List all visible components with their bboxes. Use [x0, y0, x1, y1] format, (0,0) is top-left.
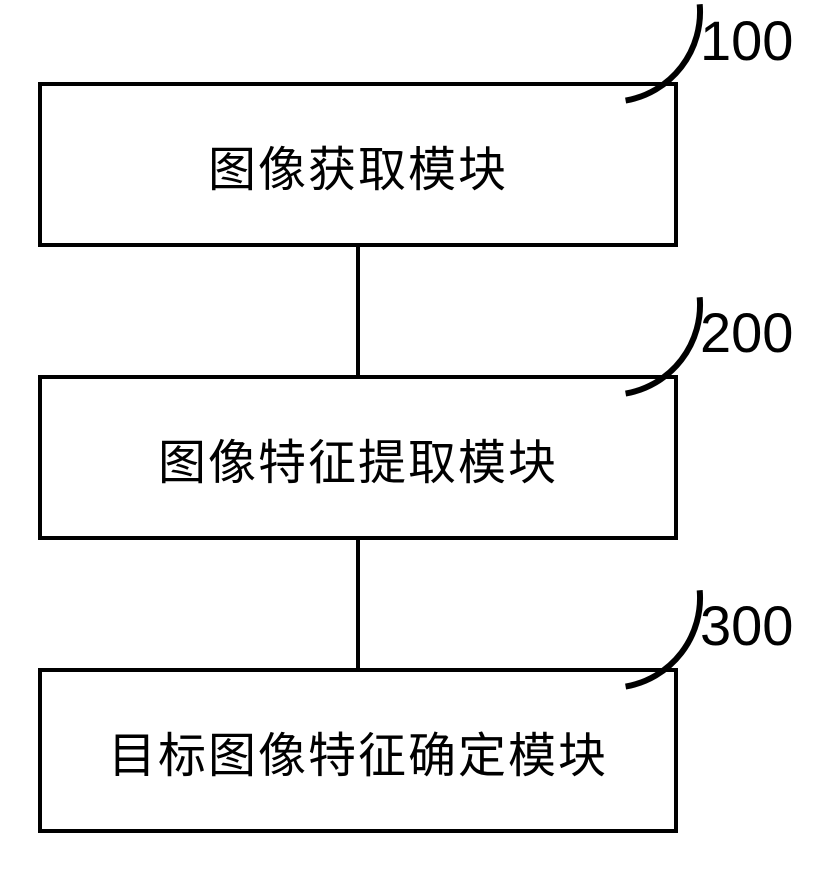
node-label: 目标图像特征确定模块 — [108, 716, 608, 786]
flowchart-diagram: 图像获取模块 100 图像特征提取模块 200 目标图像特征确定模块 300 — [0, 0, 825, 891]
node-image-feature-extraction: 图像特征提取模块 — [38, 375, 678, 540]
node-label: 图像特征提取模块 — [158, 423, 558, 493]
node-label: 图像获取模块 — [208, 130, 508, 200]
node-target-image-feature-determination: 目标图像特征确定模块 — [38, 668, 678, 833]
node-image-acquisition: 图像获取模块 — [38, 82, 678, 247]
node-number-200: 200 — [700, 300, 793, 365]
node-number-300: 300 — [700, 593, 793, 658]
node-number-100: 100 — [700, 8, 793, 73]
